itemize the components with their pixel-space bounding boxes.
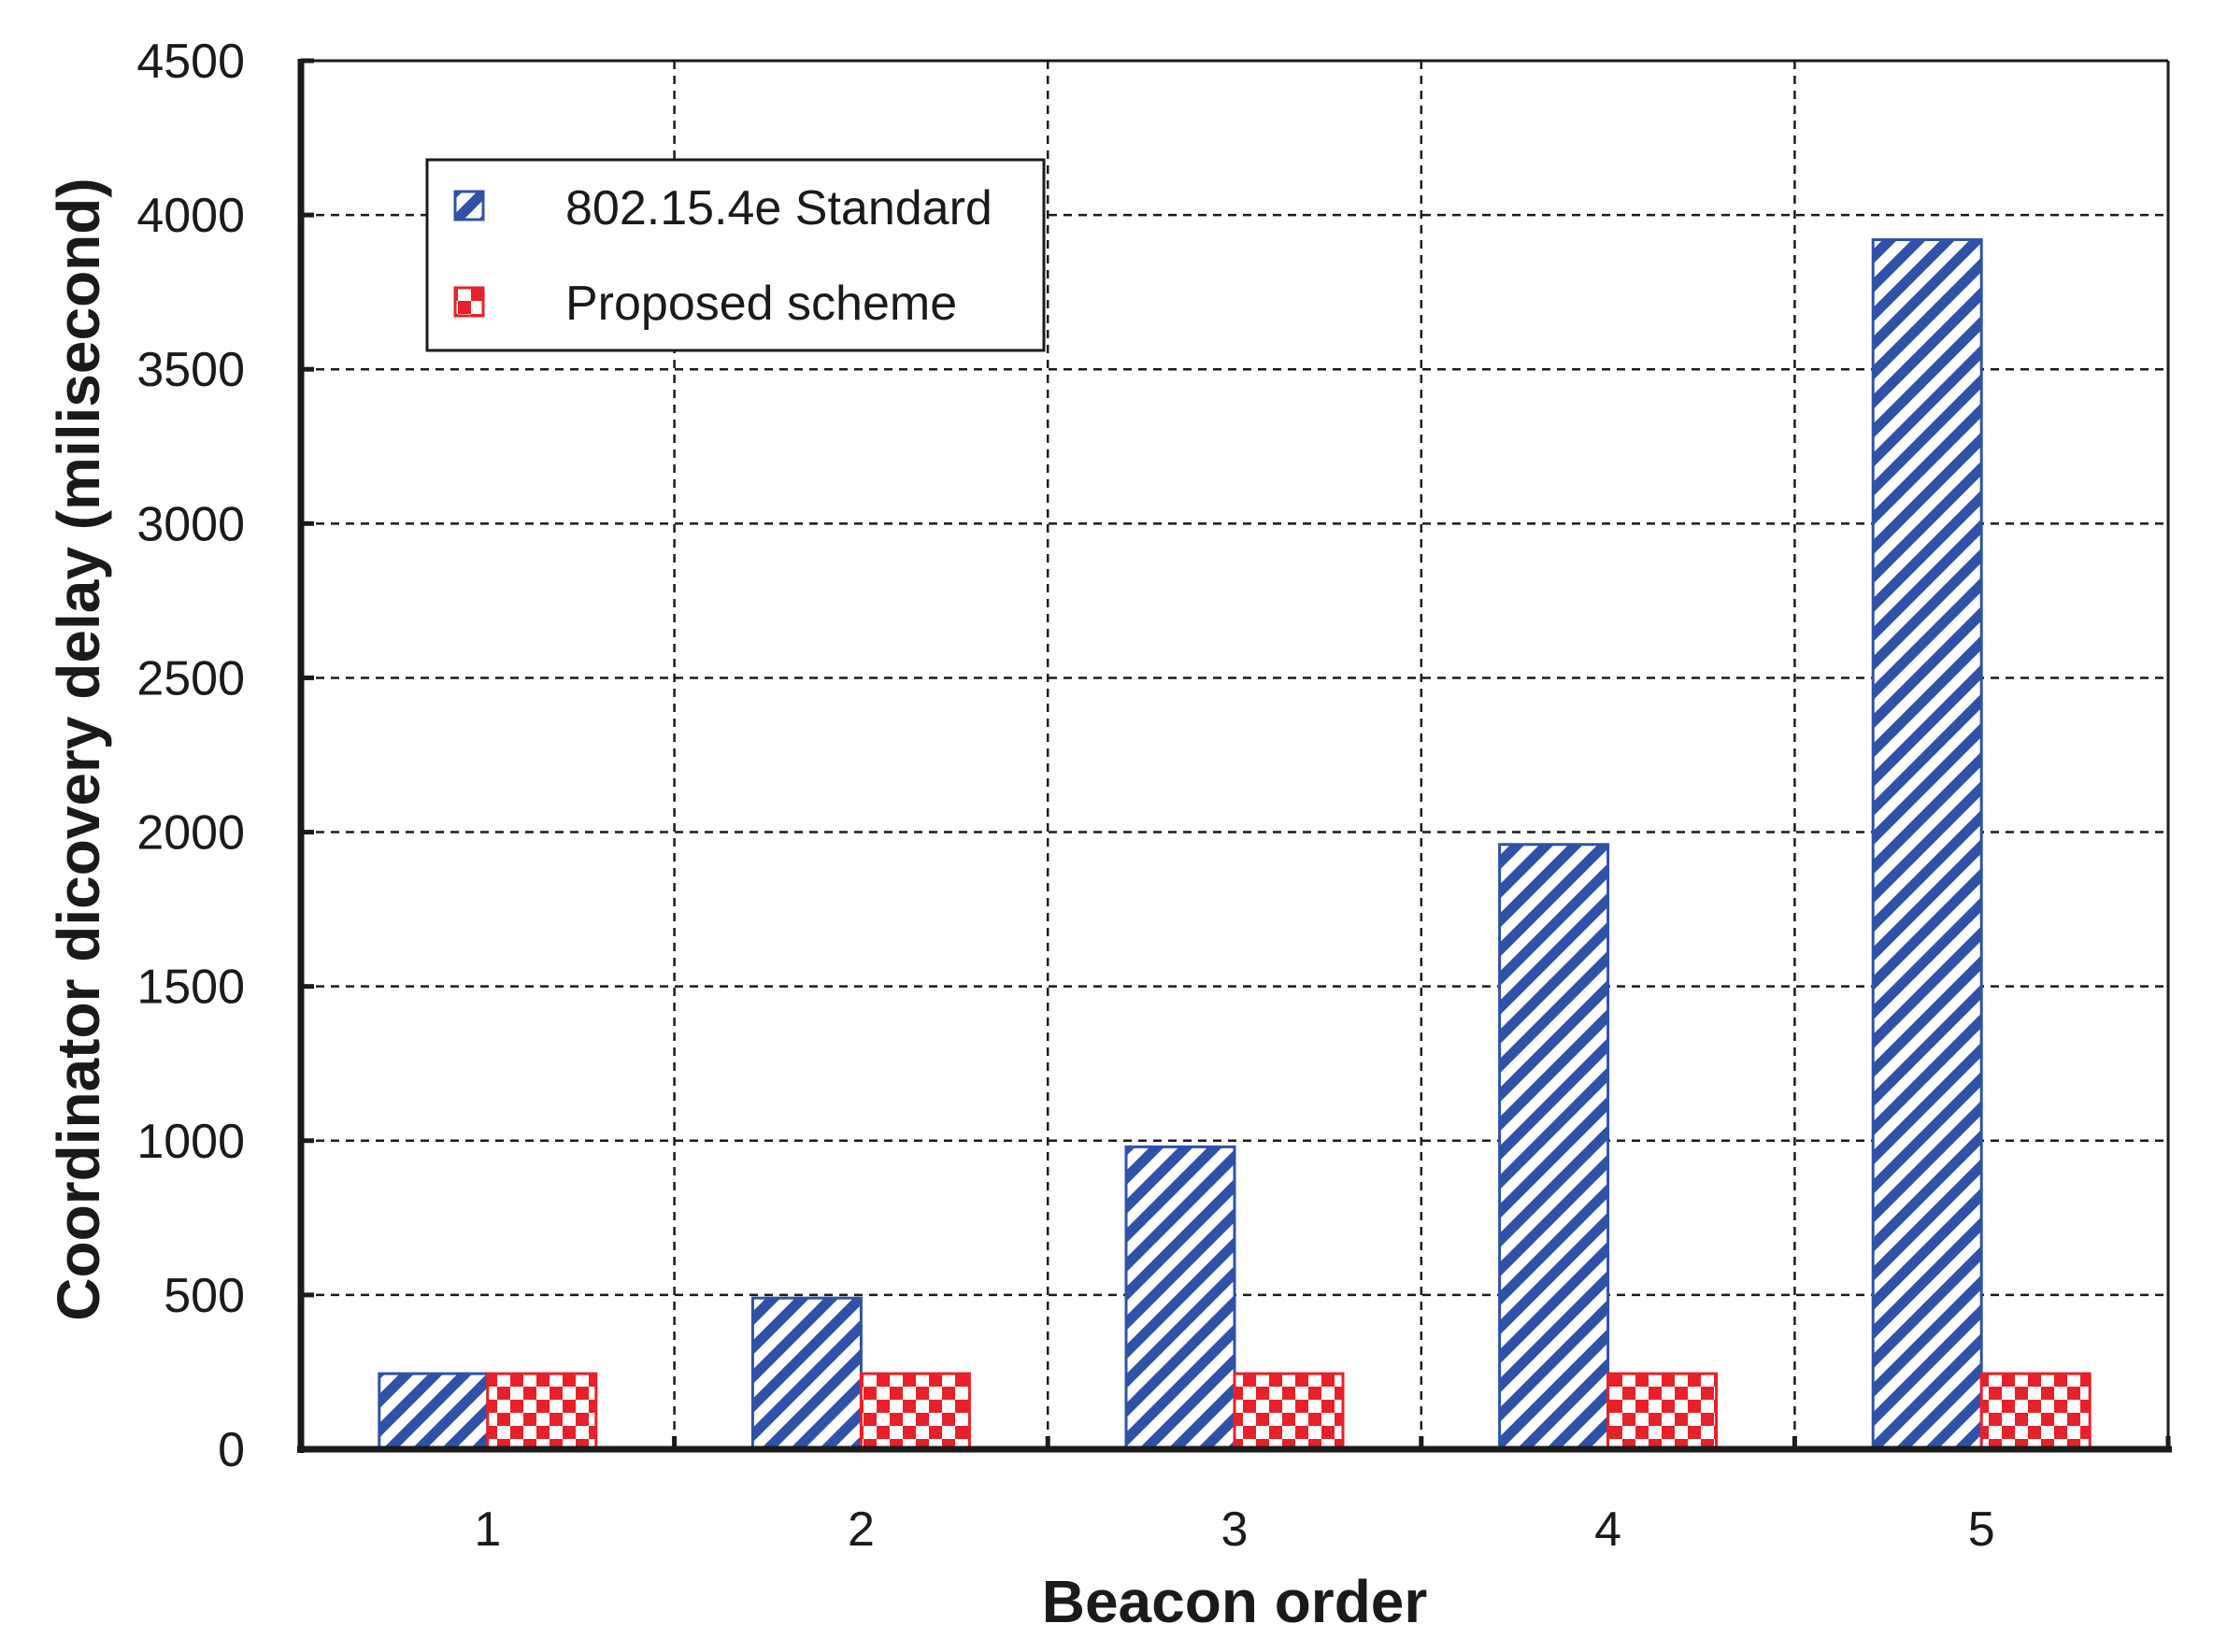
y-tick-label: 2500: [136, 651, 245, 705]
bar-standard: [1871, 238, 1983, 1451]
legend-swatch-proposed: [453, 286, 485, 318]
legend-label-standard: 802.15.4e Standard: [565, 181, 992, 235]
x-tick-label: 2: [848, 1502, 875, 1557]
x-tick-label: 5: [1968, 1502, 1995, 1557]
y-tick-label: 0: [218, 1423, 245, 1477]
y-axis-title: Coordinator dicovery delay (milisecond): [45, 178, 112, 1320]
bar-standard: [1498, 843, 1610, 1451]
axis-ticks: 0 500 1000 1500 2000 2500 3000 3500 4000 4500 1 2 3 4…: [136, 35, 2171, 1557]
bar-standard: [1124, 1145, 1236, 1451]
x-tick-label: 1: [474, 1502, 501, 1557]
bars: [378, 238, 2092, 1451]
bar-standard: [750, 1296, 863, 1451]
bar-proposed: [859, 1372, 971, 1451]
x-tick-label: 3: [1221, 1502, 1249, 1557]
y-tick-label: 500: [164, 1269, 245, 1323]
y-tick-label: 2000: [136, 806, 245, 861]
x-axis-title: Beacon order: [1042, 1568, 1428, 1635]
y-tick-label: 1500: [136, 961, 245, 1015]
y-tick-label: 3500: [136, 343, 245, 397]
bar-proposed: [1606, 1372, 1719, 1451]
bar-proposed: [1233, 1372, 1345, 1451]
legend-label-proposed: Proposed scheme: [565, 277, 957, 331]
bar-proposed: [486, 1372, 598, 1451]
plot-frame: [297, 59, 2172, 1453]
bar-proposed: [1979, 1372, 2092, 1451]
bar-standard: [378, 1372, 490, 1451]
legend-swatch-standard: [453, 190, 485, 221]
y-tick-label: 3000: [136, 497, 245, 551]
legend-box: [425, 158, 1046, 352]
x-tick-label: 4: [1594, 1502, 1621, 1557]
y-tick-label: 1000: [136, 1115, 245, 1169]
y-tick-label: 4000: [136, 189, 245, 243]
y-tick-label: 4500: [136, 35, 245, 89]
legend: 802.15.4e Standard Proposed scheme: [425, 158, 1046, 352]
